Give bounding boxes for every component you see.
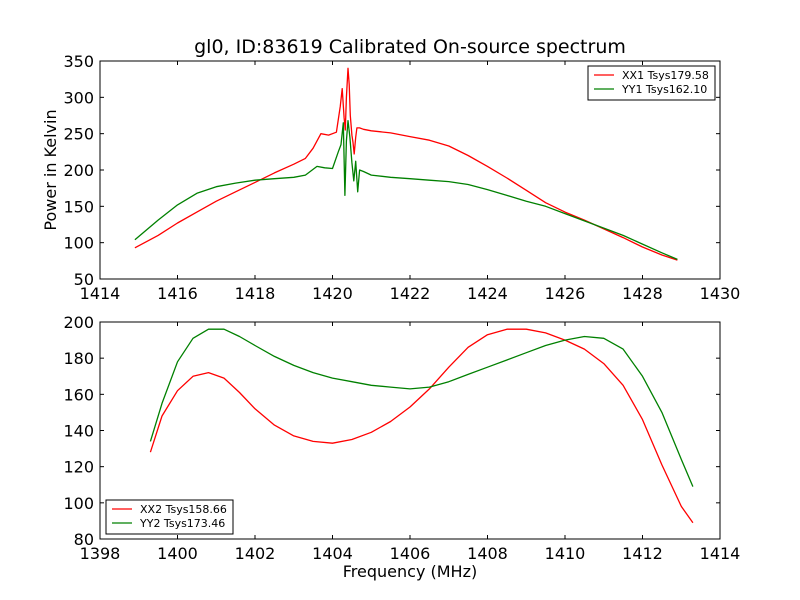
y-tick-label: 160 — [63, 385, 94, 404]
legend-label-1: XX2 Tsys158.66 — [140, 503, 227, 516]
y-axis-label: Power in Kelvin — [41, 109, 60, 230]
y-tick-label: 120 — [63, 458, 94, 477]
legend-label-1: XX1 Tsys179.58 — [622, 69, 709, 82]
x-tick-label: 1416 — [157, 284, 198, 303]
y-tick-label: 50 — [74, 270, 94, 289]
x-tick-label: 1406 — [390, 544, 431, 563]
x-tick-label: 1430 — [700, 284, 741, 303]
y-tick-label: 150 — [63, 197, 94, 216]
legend-label-2: YY2 Tsys173.46 — [139, 517, 225, 530]
series-line-1 — [149, 328, 694, 524]
x-tick-label: 1398 — [80, 544, 121, 563]
x-tick-label: 1414 — [700, 544, 741, 563]
x-tick-label: 1410 — [545, 544, 586, 563]
y-tick-label: 200 — [63, 161, 94, 180]
chart-title: gl0, ID:83619 Calibrated On-source spect… — [194, 36, 626, 58]
y-tick-label: 300 — [63, 88, 94, 107]
x-tick-label: 1414 — [80, 284, 121, 303]
y-tick-label: 100 — [63, 234, 94, 253]
x-tick-label: 1400 — [157, 544, 198, 563]
bottom-plot: 1398 1400 1402 1404 1406 1408 1410 1412 1414 80 10… — [63, 313, 740, 581]
x-tick-label: 1418 — [235, 284, 276, 303]
x-tick-label: 1424 — [467, 284, 508, 303]
y-tick-label: 250 — [63, 125, 94, 144]
x-tick-label: 1402 — [235, 544, 276, 563]
x-tick-label: 1428 — [622, 284, 663, 303]
x-axis-label: Frequency (MHz) — [343, 562, 477, 581]
series-line-2 — [134, 119, 678, 260]
y-tick-label: 200 — [63, 313, 94, 332]
y-tick-label: 80 — [74, 530, 94, 549]
series-line-1 — [134, 67, 678, 261]
x-tick-label: 1426 — [545, 284, 586, 303]
x-tick-label: 1412 — [622, 544, 663, 563]
legend-box — [587, 65, 716, 101]
x-tick-label: 1422 — [390, 284, 431, 303]
y-tick-label: 350 — [63, 52, 94, 71]
y-tick-label: 180 — [63, 349, 94, 368]
x-tick-label: 1404 — [312, 544, 353, 563]
y-tick-label: 140 — [63, 422, 94, 441]
y-tick-label: 100 — [63, 494, 94, 513]
series-line-2 — [149, 328, 694, 487]
x-tick-label: 1420 — [312, 284, 353, 303]
legend-label-2: YY1 Tsys162.10 — [621, 83, 707, 96]
legend-box — [105, 499, 234, 535]
top-plot: 1414 1416 1418 1420 1422 1424 1426 1428 1430 50 10… — [41, 52, 740, 303]
x-tick-label: 1408 — [467, 544, 508, 563]
